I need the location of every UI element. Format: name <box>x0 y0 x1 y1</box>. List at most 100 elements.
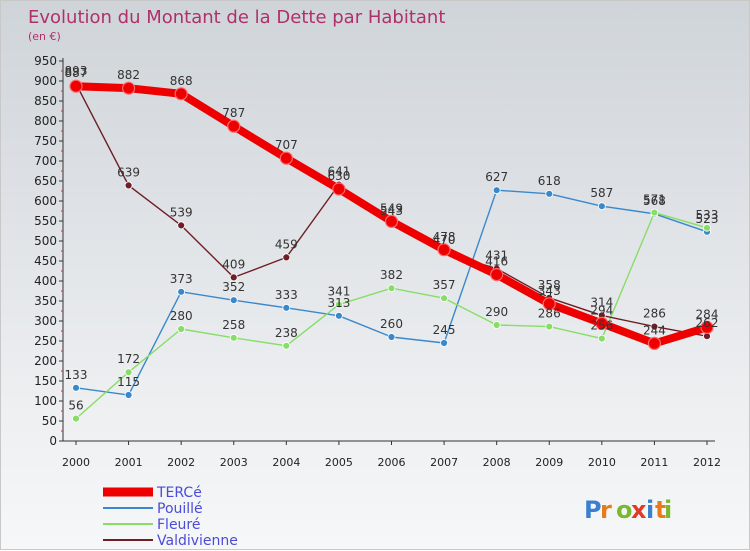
data-label: 523 <box>696 212 719 226</box>
data-point <box>174 87 188 101</box>
data-point <box>335 300 343 309</box>
data-label: 893 <box>65 64 88 78</box>
data-point <box>700 320 714 334</box>
legend-label: Fleuré <box>157 517 201 533</box>
data-point <box>650 322 659 331</box>
y-tick-label: 500 <box>34 234 57 248</box>
legend-label: Valdivienne <box>157 533 238 549</box>
data-point <box>492 321 501 329</box>
data-label: 707 <box>275 138 298 152</box>
data-point <box>542 297 556 311</box>
data-label: 256 <box>590 319 613 333</box>
data-labels: 887 882 868 787 707 630 549 478 416 343 294 244 284 1… <box>65 64 719 413</box>
data-label: 416 <box>485 255 508 269</box>
data-point <box>282 303 291 312</box>
y-tick-label: 250 <box>34 334 57 348</box>
data-label: 333 <box>275 288 298 302</box>
data-point <box>597 334 606 343</box>
data-label: 549 <box>380 201 403 215</box>
data-label: 470 <box>433 233 456 247</box>
y-tick-label: 400 <box>34 274 57 288</box>
series-layer <box>69 79 714 423</box>
data-label: 639 <box>117 165 140 179</box>
axes: 0 50 100 150 200 250 300 350 400 450 500 550 600 650 7… <box>34 54 721 469</box>
chart-subtitle: (en €) <box>28 30 61 43</box>
data-point <box>282 341 291 350</box>
data-point <box>650 208 659 217</box>
x-tick-label: 2000 <box>62 456 90 469</box>
data-label: 568 <box>643 194 666 208</box>
data-label: 294 <box>590 303 613 317</box>
data-point <box>124 368 133 377</box>
y-tick-label: 650 <box>34 174 57 188</box>
data-label: 431 <box>485 249 508 263</box>
data-point <box>440 339 448 347</box>
data-label: 262 <box>696 316 719 330</box>
proxiti-logo: Pr ox i ti <box>584 496 673 525</box>
data-label: 539 <box>170 205 193 219</box>
logo-letter: r <box>600 496 612 524</box>
data-point <box>177 325 186 333</box>
y-tick-label: 900 <box>34 74 57 88</box>
logo-letter: i <box>646 496 654 524</box>
data-label: 341 <box>327 285 350 299</box>
data-label: 245 <box>433 323 456 337</box>
data-label: 133 <box>65 368 88 382</box>
x-tick-label: 2006 <box>378 456 406 469</box>
y-tick-label: 450 <box>34 254 57 268</box>
data-label: 313 <box>327 296 350 310</box>
data-label: 357 <box>433 278 456 292</box>
data-point <box>440 294 448 303</box>
data-label: 343 <box>538 284 561 298</box>
data-label: 280 <box>170 309 193 323</box>
y-tick-label: 600 <box>34 194 57 208</box>
data-point <box>387 284 396 293</box>
data-point <box>332 182 346 196</box>
data-label: 56 <box>68 399 83 413</box>
data-label: 258 <box>222 318 245 332</box>
y-tick-label: 800 <box>34 114 57 128</box>
data-label: 172 <box>117 352 140 366</box>
data-label: 543 <box>380 204 403 218</box>
data-point <box>490 268 504 282</box>
data-point <box>229 333 238 342</box>
y-tick-label: 0 <box>49 434 57 448</box>
y-tick-label: 150 <box>34 374 57 388</box>
legend-label: Pouillé <box>157 501 203 517</box>
data-point <box>177 287 186 296</box>
data-label: 352 <box>222 280 245 294</box>
y-tick-label: 50 <box>42 414 57 428</box>
data-point <box>335 311 343 320</box>
data-label: 290 <box>485 305 508 319</box>
data-label: 115 <box>117 375 140 389</box>
data-label: 887 <box>65 66 88 80</box>
data-point <box>72 414 80 423</box>
data-label: 533 <box>696 208 719 222</box>
x-tick-label: 2009 <box>535 456 563 469</box>
data-label: 571 <box>643 193 666 207</box>
data-label: 459 <box>275 237 298 251</box>
data-label: 787 <box>222 106 245 120</box>
data-point <box>227 119 241 133</box>
data-point <box>492 186 501 195</box>
data-point <box>72 383 80 392</box>
logo-letter: P <box>584 496 602 524</box>
data-point <box>647 336 662 350</box>
x-tick-label: 2012 <box>693 456 721 469</box>
y-tick-label: 750 <box>34 134 57 148</box>
data-point <box>177 221 186 230</box>
y-tick-label: 100 <box>34 394 57 408</box>
data-point <box>387 333 396 341</box>
y-tick-label: 700 <box>34 154 57 168</box>
data-label: 238 <box>275 326 298 340</box>
data-label: 314 <box>590 295 613 309</box>
data-label: 286 <box>643 307 666 321</box>
x-tick-label: 2002 <box>167 456 195 469</box>
logo-letter: i <box>664 496 672 524</box>
data-label: 382 <box>380 268 403 282</box>
data-point <box>279 151 293 165</box>
data-label: 260 <box>380 317 403 331</box>
data-label: 882 <box>117 68 140 82</box>
